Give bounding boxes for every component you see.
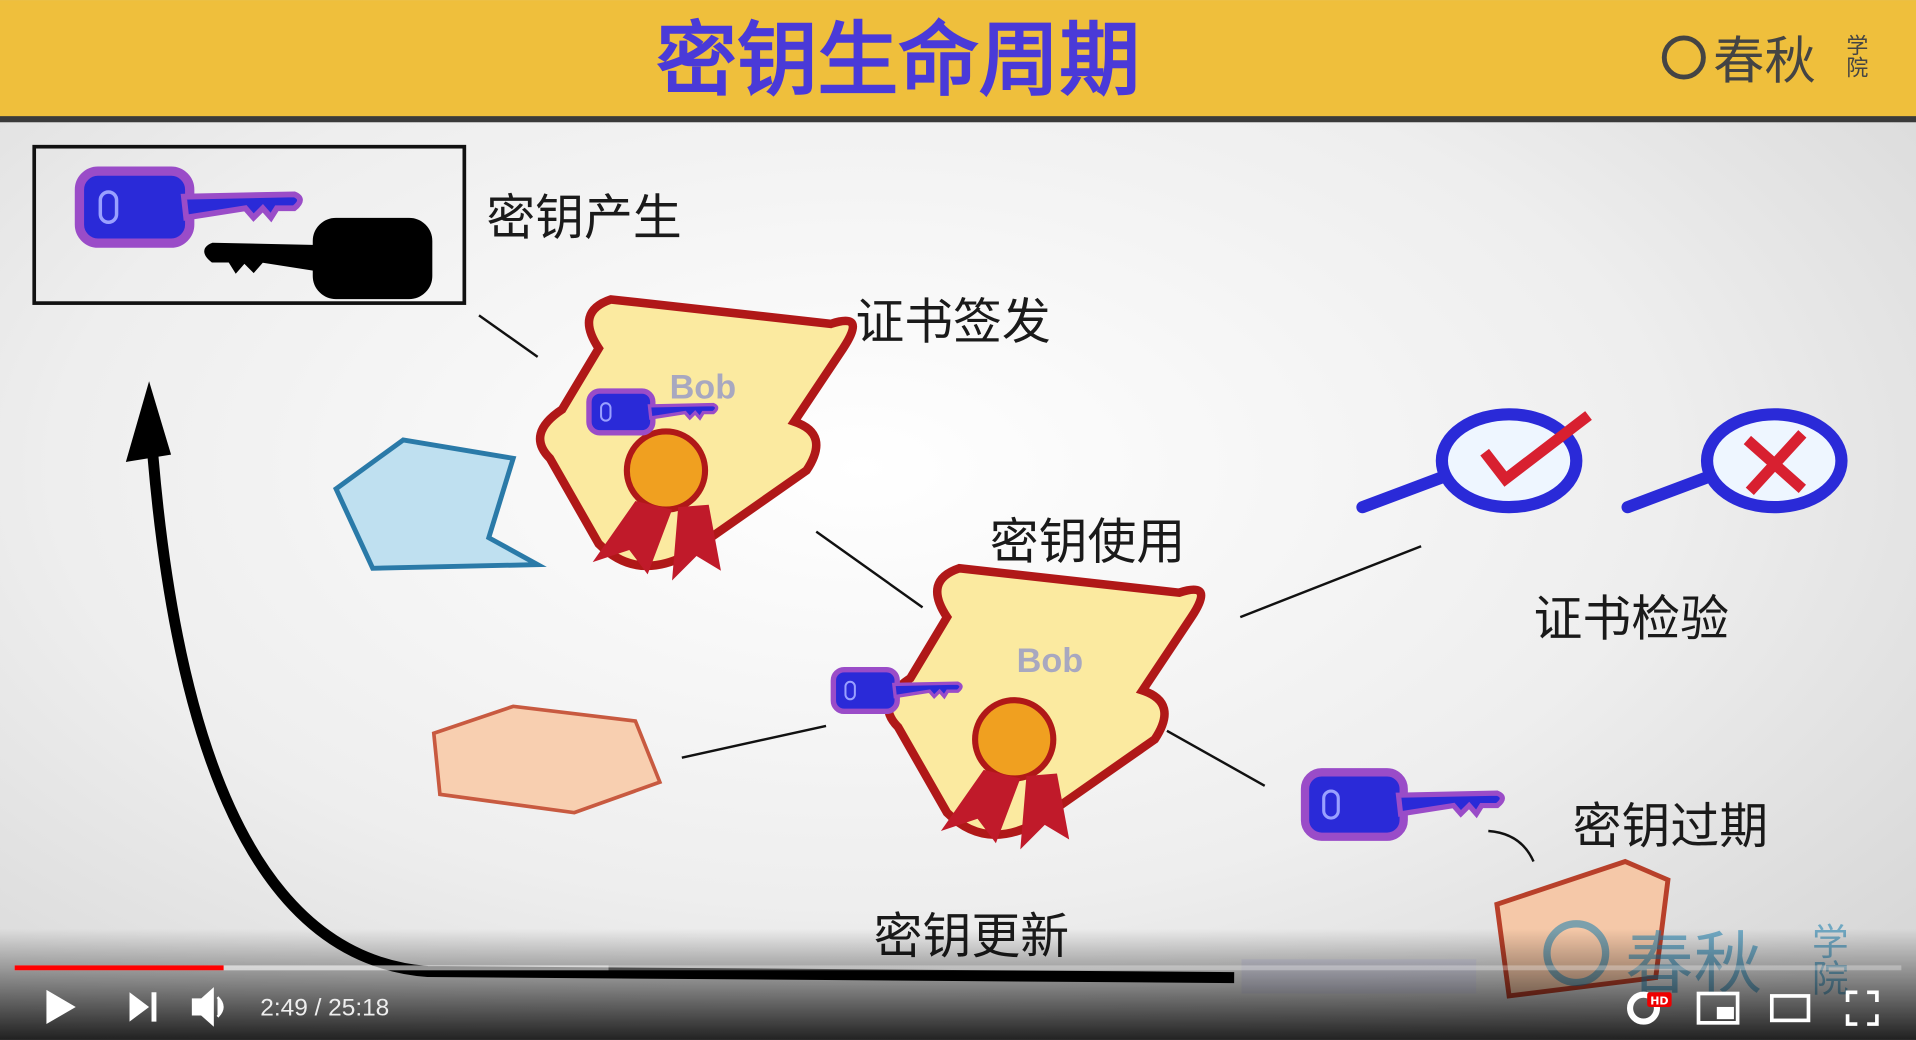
step-label: 证书签发 bbox=[855, 294, 1050, 351]
progress-buffer bbox=[14, 965, 609, 971]
next-button[interactable] bbox=[129, 992, 157, 1022]
volume-button[interactable] bbox=[191, 987, 224, 1027]
progress-played bbox=[14, 965, 224, 971]
keypair-box bbox=[32, 144, 467, 305]
hd-label: HD bbox=[1650, 994, 1668, 1007]
logo-name: 春秋 bbox=[1713, 31, 1816, 91]
miniplayer-inset bbox=[1716, 1006, 1734, 1020]
flow-arrows bbox=[478, 314, 1535, 863]
theater-button[interactable] bbox=[1769, 994, 1811, 1023]
miniplayer-button[interactable] bbox=[1696, 991, 1740, 1025]
archive-icon bbox=[332, 437, 547, 571]
slide-title: 密钥生命周期 bbox=[656, 14, 1140, 108]
certificate-name: Bob bbox=[1017, 642, 1084, 680]
step-label: 密钥使用 bbox=[990, 513, 1185, 570]
step-label: 密钥过期 bbox=[1573, 798, 1768, 855]
step-label: 证书检验 bbox=[1534, 590, 1729, 647]
fullscreen-button[interactable] bbox=[1845, 990, 1879, 1026]
play-button[interactable] bbox=[46, 989, 76, 1025]
logo-icon bbox=[1661, 35, 1706, 80]
controls-shade bbox=[0, 928, 1916, 1040]
cross-mark bbox=[1743, 430, 1807, 495]
discard-icon bbox=[431, 704, 663, 815]
hd-badge bbox=[1647, 992, 1672, 1007]
settings-button[interactable] bbox=[1627, 991, 1661, 1025]
logo-sub: 学院 bbox=[1842, 34, 1867, 78]
certificate-name: Bob bbox=[670, 368, 737, 406]
header-band bbox=[0, 0, 1916, 119]
renew-arrowhead bbox=[125, 381, 172, 462]
check-mark bbox=[1480, 411, 1592, 487]
step-label: 密钥产生 bbox=[486, 190, 681, 247]
header-rule bbox=[0, 116, 1916, 123]
time-display: 2:49 / 25:18 bbox=[260, 994, 389, 1021]
progress-track[interactable] bbox=[14, 965, 1902, 971]
